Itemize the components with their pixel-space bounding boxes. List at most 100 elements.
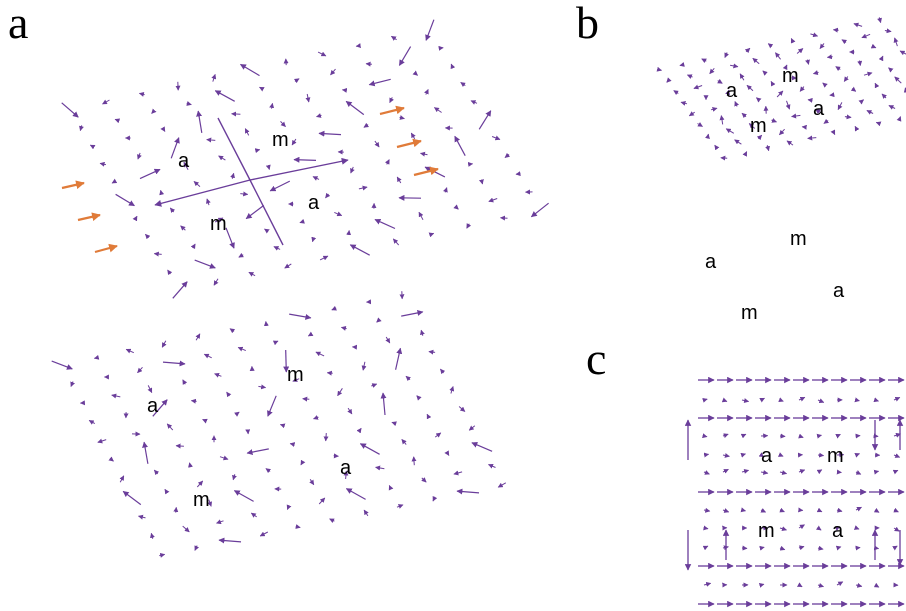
vector-field-arrow-icon	[703, 581, 712, 587]
vector-field-arrow-icon	[786, 140, 794, 146]
vector-field-arrow-icon	[289, 313, 312, 320]
vector-field-arrow-icon	[172, 281, 188, 299]
vector-field-arrow-icon	[291, 138, 297, 146]
vector-field-arrow-icon	[380, 392, 387, 416]
vector-field-arrow-icon	[214, 217, 224, 223]
vector-field-arrow-icon	[89, 144, 96, 150]
vector-field-arrow-icon	[119, 475, 125, 483]
vector-field-arrow-icon	[853, 22, 863, 28]
vector-field-arrow-icon	[504, 152, 511, 158]
vector-field-arrow-icon	[428, 232, 435, 238]
vector-field-arrow-icon	[855, 582, 863, 588]
vector-field-arrow-icon	[337, 388, 343, 397]
vector-field-arrow-icon	[717, 78, 723, 84]
vector-field-arrow-icon	[61, 102, 79, 118]
region-label: a	[340, 457, 352, 479]
vector-field-arrow-icon	[311, 236, 317, 243]
vector-field-arrow-icon	[225, 227, 235, 249]
vector-field-arrow-icon	[401, 309, 424, 317]
vector-field-arrow-icon	[259, 86, 265, 92]
vector-field-arrow-icon	[807, 135, 817, 141]
region-label: a	[178, 150, 190, 172]
panel-b-bottom-labels: m a a m	[705, 228, 845, 324]
vector-field-arrow-icon	[778, 397, 784, 402]
vector-field-arrow-icon	[714, 144, 720, 151]
vector-field-arrow-icon	[734, 101, 739, 107]
region-label: m	[750, 115, 767, 137]
vector-field-arrow-icon	[873, 582, 880, 588]
vector-field-arrow-icon	[331, 305, 337, 311]
vector-field-arrow-icon	[816, 433, 822, 439]
vector-field-arrow-icon	[666, 77, 672, 83]
vector-field-arrow-icon	[817, 452, 825, 458]
vector-field-arrow-icon	[782, 64, 788, 71]
vector-field-arrow-icon	[114, 118, 121, 124]
vector-field-arrow-icon	[693, 84, 703, 90]
vector-field-arrow-icon	[822, 82, 828, 88]
vector-field-arrow-icon	[295, 524, 301, 529]
vector-field-arrow-icon	[330, 68, 336, 76]
vector-field-arrow-icon	[834, 526, 841, 531]
vector-field-arrow-icon	[854, 452, 860, 458]
vector-field-arrow-icon	[765, 145, 770, 152]
vector-field-arrow-icon	[396, 176, 402, 184]
vector-field-arrow-icon	[861, 33, 871, 39]
vector-field-arrow-icon	[279, 423, 286, 429]
vector-field-arrow-icon	[361, 361, 367, 371]
vector-field-arrow-icon	[138, 514, 146, 520]
vector-field-arrow-icon	[384, 159, 390, 165]
vector-field-arrow-icon	[863, 71, 873, 77]
region-label: m	[210, 213, 227, 235]
vector-field-arrow-icon	[701, 58, 707, 64]
region-label: a	[308, 192, 320, 214]
vector-field-arrow-icon	[892, 469, 899, 475]
vector-field-arrow-icon	[280, 121, 286, 127]
domain-axis-arrow-icon	[154, 179, 251, 207]
vector-field-arrow-icon	[162, 360, 186, 367]
vector-field-arrow-icon	[719, 115, 725, 125]
panel-a-top-domain-axes	[154, 117, 349, 246]
vector-field-arrow-icon	[349, 244, 370, 256]
vector-field-arrow-icon	[893, 396, 901, 402]
vector-field-arrow-icon	[878, 55, 884, 62]
vector-field-arrow-icon	[767, 43, 774, 49]
vector-field-arrow-icon	[164, 488, 170, 495]
vector-field-arrow-icon	[396, 504, 404, 509]
vector-field-arrow-icon	[150, 532, 155, 539]
vector-field-arrow-icon	[206, 198, 211, 206]
vector-field-arrow-icon	[99, 161, 107, 167]
vector-field-arrow-icon	[250, 512, 257, 518]
vector-field-arrow-icon	[456, 488, 480, 495]
vector-field-arrow-icon	[214, 90, 235, 102]
vector-field-arrow-icon	[219, 455, 229, 461]
vector-field-arrow-icon	[817, 582, 824, 588]
vector-field-arrow-icon	[363, 509, 369, 517]
vector-field-arrow-icon	[656, 66, 662, 72]
region-label: a	[726, 80, 738, 102]
vector-field-arrow-icon	[877, 17, 882, 24]
vector-field-arrow-icon	[739, 73, 745, 81]
vector-field-arrow-icon	[844, 114, 852, 120]
vector-field-arrow-icon	[388, 484, 394, 491]
vector-field-arrow-icon	[741, 398, 750, 403]
current-arrow-icon	[396, 138, 422, 149]
vector-field-arrow-icon	[368, 78, 391, 87]
vector-field-arrow-icon	[857, 60, 863, 66]
vector-field-arrow-icon	[175, 443, 184, 449]
vector-field-arrow-icon	[807, 97, 813, 103]
vector-field-arrow-icon	[722, 452, 730, 458]
vector-field-arrow-icon	[471, 442, 493, 452]
vector-field-arrow-icon	[334, 211, 343, 217]
vector-field-arrow-icon	[759, 545, 765, 551]
vector-field-arrow-icon	[853, 525, 860, 530]
vector-field-arrow-icon	[673, 90, 679, 96]
vector-field-arrow-icon	[111, 178, 118, 184]
vector-field-arrow-icon	[835, 66, 841, 72]
region-label: m	[741, 302, 758, 324]
vector-field-arrow-icon	[79, 125, 84, 132]
vector-field-arrow-icon	[283, 349, 290, 373]
vector-field-arrow-icon	[218, 537, 242, 544]
vector-field-arrow-icon	[791, 113, 801, 119]
vector-field-arrow-icon	[697, 122, 703, 127]
